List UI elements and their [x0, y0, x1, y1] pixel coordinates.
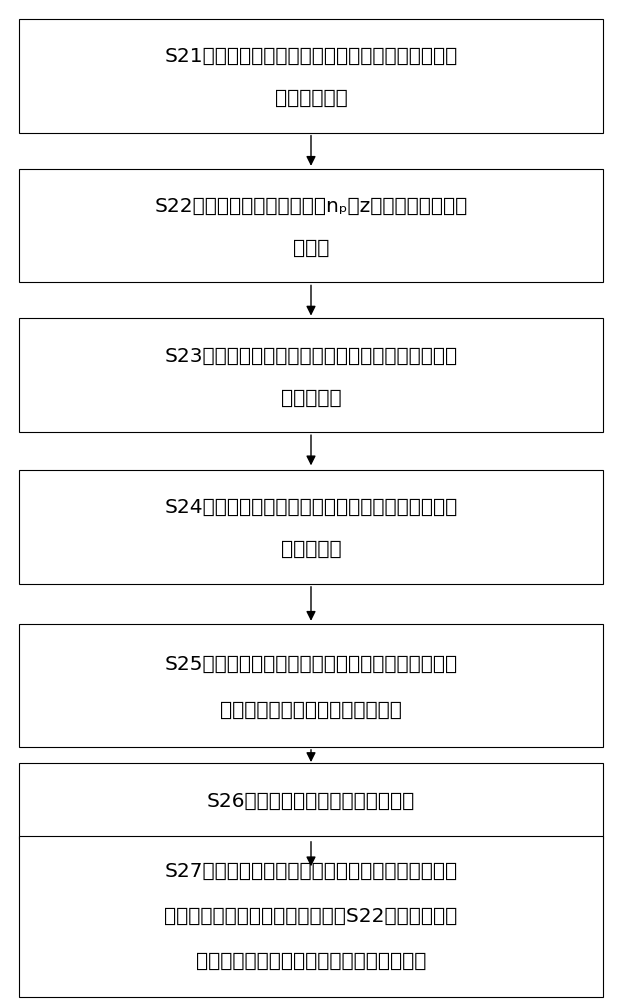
Bar	[19, 763, 603, 839]
Text: S26、计算当前点的曲率变化率系数: S26、计算当前点的曲率变化率系数	[207, 791, 415, 810]
Text: S27、以三角网格模型邻域内的另一点作为当前点，: S27、以三角网格模型邻域内的另一点作为当前点，	[164, 862, 458, 881]
Text: S24、根据变换后的顶点坐标采用最小二乘拟合法得: S24、根据变换后的顶点坐标采用最小二乘拟合法得	[164, 498, 458, 517]
Bar	[19, 836, 603, 997]
Text: S22、以当前点为原点，法矢nₚ为z轴，建立一个局部: S22、以当前点为原点，法矢nₚ为z轴，建立一个局部	[154, 197, 468, 216]
Bar	[19, 169, 603, 282]
Text: 而估算当前点在二次曲面内的曲率: 而估算当前点在二次曲面内的曲率	[220, 700, 402, 719]
Bar	[19, 470, 603, 584]
Bar	[19, 19, 603, 133]
Text: 坐标系: 坐标系	[293, 239, 329, 258]
Text: 计算当前点的法向，然后返回步骤S22，直至计算出: 计算当前点的法向，然后返回步骤S22，直至计算出	[164, 907, 458, 926]
Text: 当前点的法向: 当前点的法向	[275, 89, 347, 108]
Bar	[19, 318, 603, 432]
Text: 到二次曲面: 到二次曲面	[281, 540, 341, 559]
Text: S23、计算当前点的所有邻域顶点在建立的局部坐标: S23、计算当前点的所有邻域顶点在建立的局部坐标	[164, 347, 458, 366]
Bar	[19, 624, 603, 747]
Text: 三角网格模型内的所有点的曲率变化率系数: 三角网格模型内的所有点的曲率变化率系数	[196, 952, 426, 971]
Text: S21、以三角网格模型内的任一点作为当前点，计算: S21、以三角网格模型内的任一点作为当前点，计算	[164, 47, 458, 66]
Text: 系中的坐标: 系中的坐标	[281, 389, 341, 408]
Text: S25、计算二次曲面的第一基本量和第二基本量，进: S25、计算二次曲面的第一基本量和第二基本量，进	[164, 655, 458, 674]
